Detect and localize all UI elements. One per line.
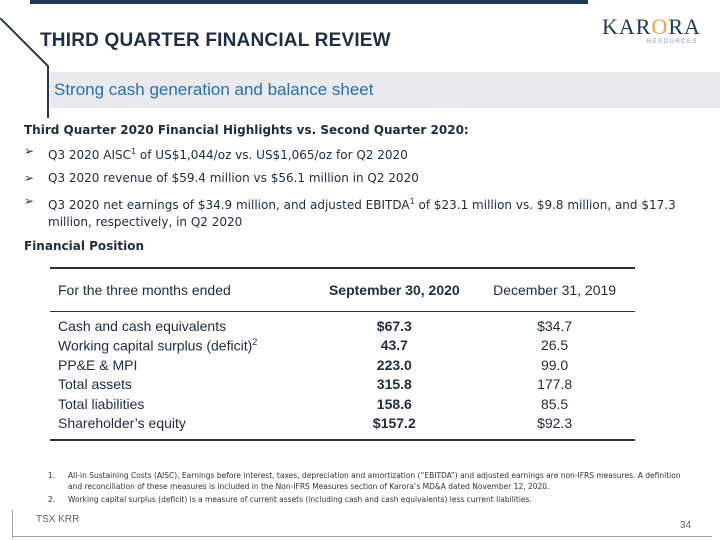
table-row: Working capital surplus (deficit)2 43.7 … — [58, 336, 569, 354]
highlight-bullet: ➢ Q3 2020 net earnings of $34.9 million,… — [24, 194, 676, 229]
table-row: Shareholder’s equity $157.2 $92.3 — [58, 415, 573, 432]
slide-title: THIRD QUARTER FINANCIAL REVIEW — [40, 30, 391, 51]
stock-ticker: TSX KRR — [36, 514, 80, 525]
footer-left-rule — [12, 510, 13, 538]
financial-position-heading: Financial Position — [24, 239, 145, 253]
footnote: 2. Working capital surplus (deficit) is … — [48, 495, 532, 504]
table-row: Total assets 315.8 177.8 — [58, 376, 573, 393]
company-logo: KARORA RESOURCES — [602, 14, 701, 52]
table-header-row: For the three months ended September 30,… — [50, 267, 635, 312]
table-row: Cash and cash equivalents $67.3 $34.7 — [58, 317, 573, 334]
column-header: September 30, 2020 — [328, 282, 460, 298]
page-number: 34 — [680, 520, 692, 531]
highlights-heading: Third Quarter 2020 Financial Highlights … — [24, 123, 469, 137]
slide-subtitle: Strong cash generation and balance sheet — [54, 80, 374, 99]
column-header: For the three months ended — [58, 282, 231, 298]
table-body: Cash and cash equivalents $67.3 $34.7 Wo… — [50, 312, 635, 441]
column-header: December 31, 2019 — [493, 281, 617, 298]
arrow-bullet-icon: ➢ — [24, 171, 35, 185]
arrow-bullet-icon: ➢ — [24, 144, 35, 158]
top-accent-bar — [30, 0, 588, 4]
footnote: 1. All-in Sustaining Costs (AISC), Earni… — [48, 471, 681, 491]
logo-wordmark: KARORA — [602, 14, 701, 39]
highlight-bullet: ➢ Q3 2020 AISC1 of US$1,044/oz vs. US$1,… — [24, 144, 408, 162]
footnotes: 1. All-in Sustaining Costs (AISC), Earni… — [48, 470, 688, 507]
footer-bottom-rule — [12, 536, 712, 537]
table-row: Total liabilities 158.6 85.5 — [58, 395, 569, 412]
decorative-diagonal — [0, 18, 49, 118]
subtitle-band — [50, 72, 720, 108]
arrow-bullet-icon: ➢ — [24, 194, 35, 208]
logo-tagline: RESOURCES — [646, 39, 698, 45]
highlights-section: Third Quarter 2020 Financial Highlights … — [24, 123, 694, 253]
highlight-bullet: ➢ Q3 2020 revenue of $59.4 million vs $5… — [24, 171, 419, 185]
table-row: PP&E & MPI 223.0 99.0 — [58, 356, 569, 373]
financial-position-table: For the three months ended September 30,… — [50, 267, 635, 441]
